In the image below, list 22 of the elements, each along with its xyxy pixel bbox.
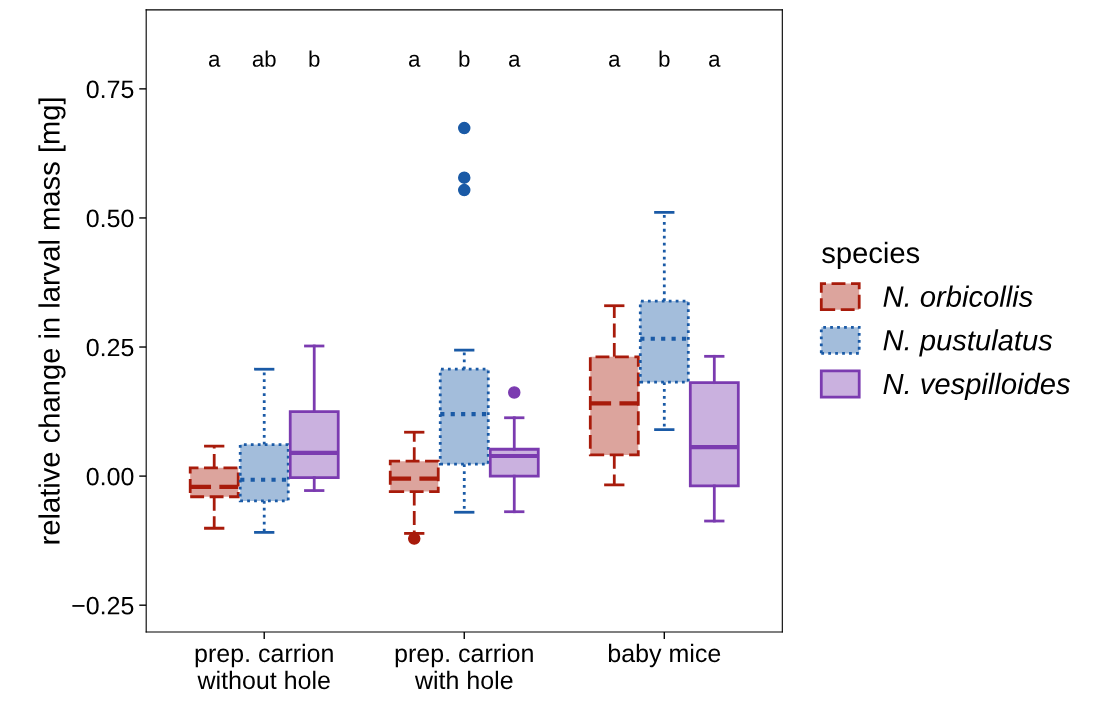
x-tick-label: baby mice (608, 643, 721, 668)
annotation: a (509, 54, 521, 67)
annotation: a (709, 54, 721, 67)
x-tick-label: prep. carrion without hole (195, 643, 333, 690)
x-tick-label: prep. carrion with hole (395, 643, 533, 690)
annotation: a (208, 54, 221, 67)
legend-label: N. orbicollis (883, 285, 1033, 307)
annotation: b (309, 50, 320, 67)
y-tick-label: −0.25 (72, 596, 134, 615)
y-tick-label: 0.00 (86, 467, 134, 486)
annotation: a (609, 54, 621, 67)
legend-label: N. pustulatus (883, 329, 1053, 357)
annotation: b (659, 50, 670, 67)
y-axis-title: relative change in larval mass [mg] (38, 98, 66, 544)
y-tick-label: 0.50 (86, 209, 134, 228)
legend-title: species (822, 241, 920, 270)
annotation: a (409, 54, 421, 67)
annotation: b (459, 50, 470, 67)
y-tick-label: 0.75 (86, 80, 134, 99)
y-tick-label: 0.25 (86, 338, 134, 357)
legend-label: N. vespilloides (883, 372, 1070, 401)
annotation: ab (252, 50, 276, 67)
